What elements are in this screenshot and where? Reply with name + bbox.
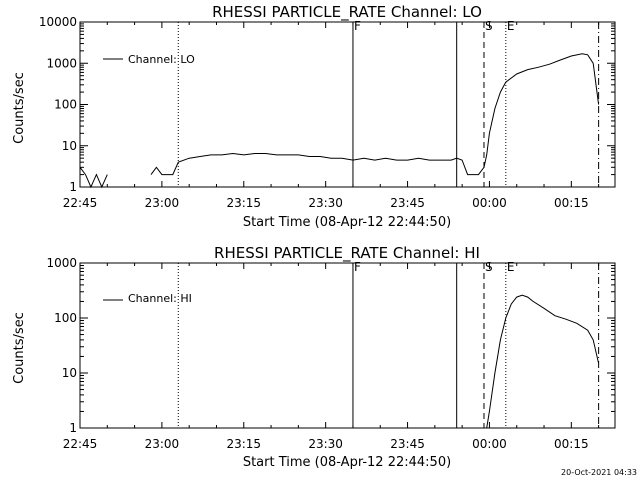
x-tick-label: 23:15: [226, 437, 261, 451]
marker-label: S: [485, 19, 493, 33]
x-tick-label: 23:45: [390, 196, 425, 210]
panel-hi: RHESSI PARTICLE_RATE Channel: HI Start T…: [12, 244, 616, 470]
marker-label: F: [354, 19, 361, 33]
x-tick-label: 22:45: [63, 196, 98, 210]
plot-frame: [79, 21, 616, 188]
x-tick-label: 23:45: [390, 437, 425, 451]
x-tick-label: 00:15: [554, 437, 589, 451]
x-tick-label: 23:00: [145, 437, 180, 451]
x-tick-label: 23:30: [308, 196, 343, 210]
y-tick-label: 100: [54, 311, 77, 325]
y-tick-label: 10: [62, 139, 77, 153]
series-line: [150, 53, 600, 176]
series-line: [79, 166, 108, 189]
footer-timestamp: 20-Oct-2021 04:33: [561, 468, 637, 477]
y-tick-label: 10000: [39, 15, 77, 29]
panel-lo: RHESSI PARTICLE_RATE Channel: LO Start T…: [12, 3, 616, 230]
x-tick-label: 00:00: [472, 196, 507, 210]
x-tick-label: 00:00: [472, 437, 507, 451]
x-tick-label: 23:15: [226, 196, 261, 210]
legend-label: Channel: LO: [128, 53, 195, 66]
y-tick-label: 10: [62, 366, 77, 380]
series-line: [486, 294, 600, 429]
chart-title: RHESSI PARTICLE_RATE Channel: LO: [212, 3, 482, 22]
marker-label: F: [354, 260, 361, 274]
plot-frame: [79, 262, 616, 429]
x-tick-label: 00:15: [554, 196, 589, 210]
y-tick-label: 1000: [46, 56, 77, 70]
x-axis-label: Start Time (08-Apr-12 22:44:50): [243, 455, 451, 470]
marker-label: S: [485, 260, 493, 274]
x-tick-label: 23:00: [145, 196, 180, 210]
x-tick-label: 23:30: [308, 437, 343, 451]
y-tick-label: 100: [54, 98, 77, 112]
marker-label: E: [507, 260, 515, 274]
y-tick-label: 1: [69, 421, 77, 435]
y-tick-label: 1: [69, 180, 77, 194]
legend-label: Channel: HI: [128, 292, 192, 305]
y-tick-label: 1000: [46, 256, 77, 270]
x-tick-label: 22:45: [63, 437, 98, 451]
marker-label: E: [507, 19, 515, 33]
y-axis-label: Counts/sec: [12, 312, 27, 384]
x-axis-label: Start Time (08-Apr-12 22:44:50): [243, 215, 451, 230]
y-axis-label: Counts/sec: [12, 72, 27, 144]
chart-title: RHESSI PARTICLE_RATE Channel: HI: [214, 244, 480, 263]
